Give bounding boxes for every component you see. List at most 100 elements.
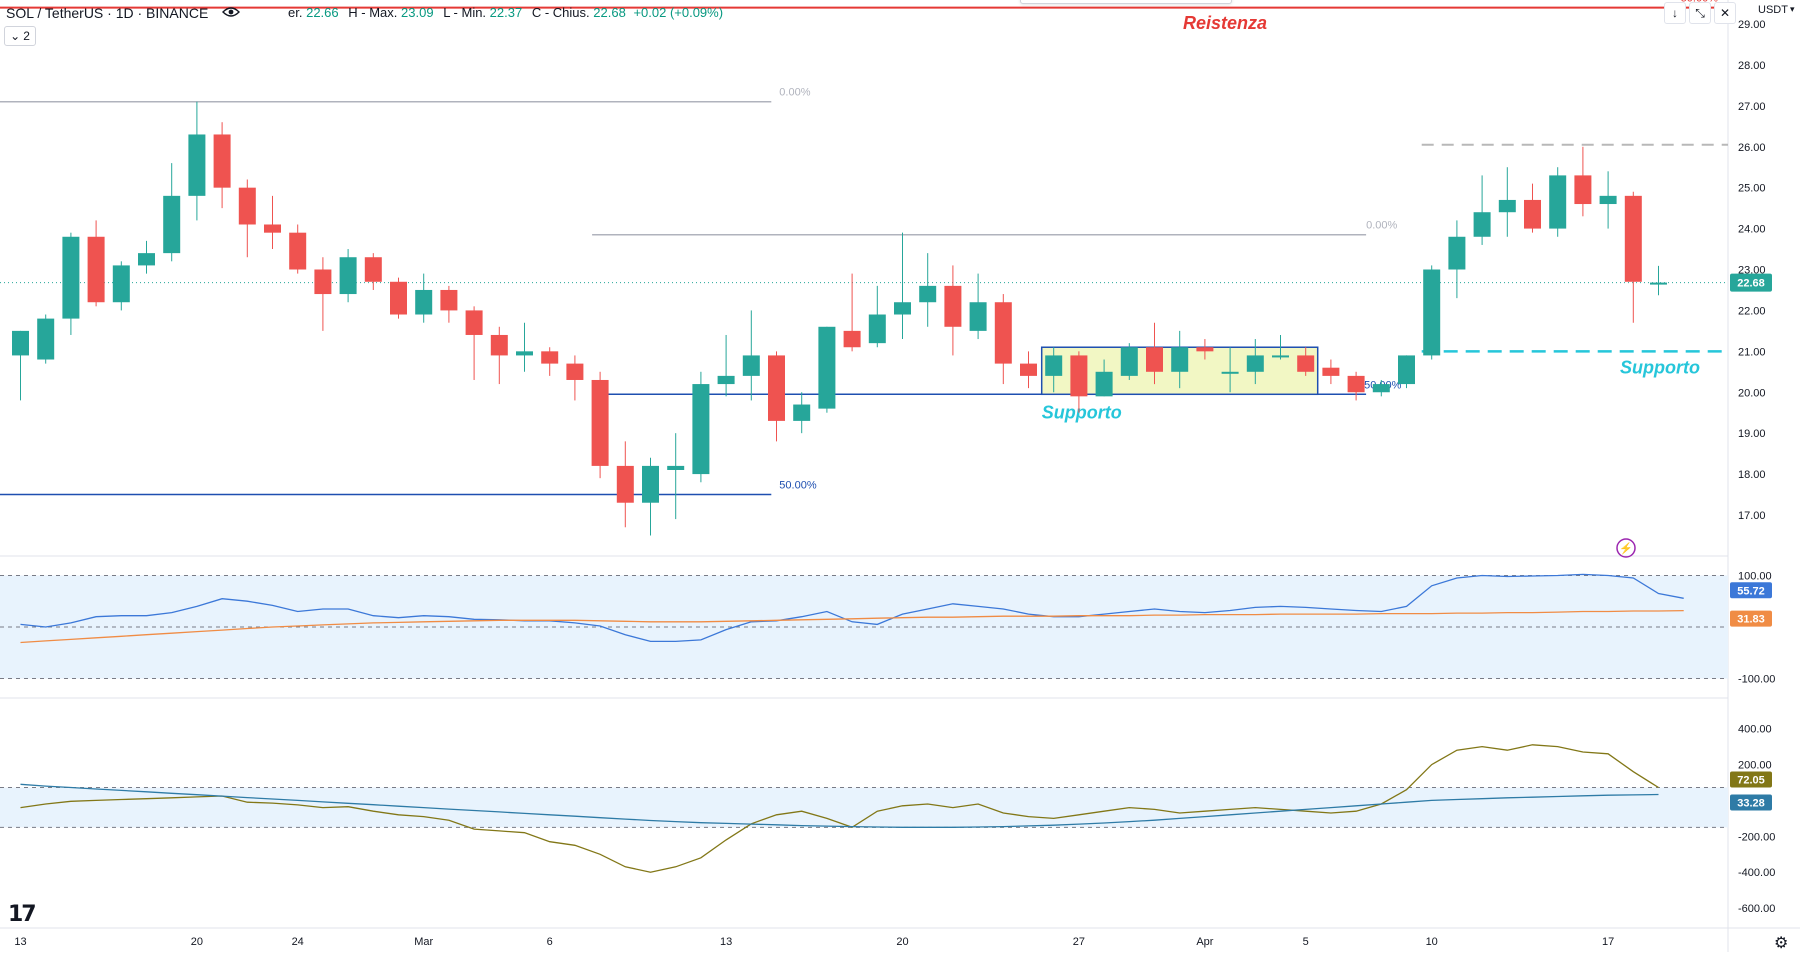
osc2-series-signal — [20, 783, 1659, 828]
time-tick-label: Apr — [1196, 936, 1213, 948]
candle — [87, 220, 105, 307]
candle — [1423, 265, 1441, 360]
candle — [793, 392, 811, 434]
candle — [692, 371, 710, 483]
time-tick-label: 10 — [1426, 936, 1438, 948]
candle-body — [1045, 355, 1063, 376]
candle-body — [1624, 195, 1642, 282]
candle-body — [238, 187, 256, 225]
candle — [541, 347, 559, 376]
close-value: 22.68 — [593, 5, 626, 20]
candle — [1574, 146, 1592, 217]
candle-body — [1423, 269, 1441, 356]
price-tick-label: 27.00 — [1738, 101, 1766, 113]
candle — [894, 232, 911, 340]
candle — [37, 314, 55, 364]
candle-body — [138, 253, 155, 266]
candle-body — [742, 355, 760, 376]
candle-body — [566, 363, 584, 380]
candle-body — [843, 330, 861, 348]
last-price-tag — [1730, 273, 1772, 292]
time-tick-label: 5 — [1303, 936, 1309, 948]
time-tick-label: Mar — [414, 936, 433, 948]
osc1-series-signal — [20, 609, 1684, 644]
currency-dropdown-icon[interactable]: ▾ — [1790, 4, 1795, 14]
candle-body — [213, 134, 231, 188]
candle — [339, 249, 357, 303]
candle-body — [1398, 355, 1415, 385]
price-tick-label: 29.00 — [1738, 19, 1766, 31]
candle-body — [591, 379, 609, 466]
close-label: C - Chius. — [531, 5, 590, 20]
lightning-icon: ⚡ — [1616, 538, 1636, 558]
candle-body — [994, 302, 1012, 364]
symbol-title[interactable]: SOL / TetherUS · 1D · BINANCE — [6, 5, 209, 21]
price-tick-label: 21.00 — [1738, 346, 1766, 358]
candle-body — [1120, 347, 1138, 376]
arrow-down-icon[interactable]: ↓ — [1664, 2, 1686, 24]
lightning-icon-glyph: ⚡ — [1619, 542, 1633, 555]
candle — [213, 122, 231, 209]
candle — [1095, 359, 1113, 397]
candle — [1020, 351, 1037, 389]
collapse-icon[interactable]: ⤡ — [1689, 2, 1711, 24]
price-tick-label: 24.00 — [1738, 224, 1766, 236]
osc2-series-main — [20, 744, 1659, 873]
candle — [742, 310, 760, 401]
close-icon[interactable]: ✕ — [1714, 2, 1736, 24]
candle — [1171, 330, 1189, 389]
candle — [1347, 371, 1365, 401]
gear-icon[interactable]: ⚙ — [1774, 935, 1789, 952]
candle-body — [37, 318, 55, 360]
candle-body — [642, 465, 659, 503]
osc2-value-text: 33.28 — [1737, 797, 1765, 809]
candle — [138, 240, 155, 274]
candle — [440, 285, 458, 323]
candle — [1650, 265, 1667, 296]
candle-body — [87, 236, 105, 303]
candle-body — [818, 326, 836, 409]
candle — [1398, 355, 1415, 389]
candle — [364, 253, 382, 290]
candle-body — [541, 351, 559, 364]
osc1-value-text: 55.72 — [1737, 585, 1765, 597]
candle — [1524, 183, 1541, 233]
candle — [1120, 343, 1138, 380]
candle — [1372, 379, 1390, 397]
candle-body — [1599, 195, 1617, 205]
candle — [843, 273, 861, 352]
time-tick-label: 6 — [547, 936, 553, 948]
candle-body — [616, 465, 634, 503]
indicators-toggle[interactable]: ⌄ 2 — [4, 26, 36, 46]
time-tick-label: 24 — [292, 936, 304, 948]
candle-body — [1549, 175, 1567, 229]
candle-body — [1448, 236, 1466, 270]
osc2-value-text: 72.05 — [1737, 775, 1765, 787]
lightning-icon-circle — [1616, 538, 1636, 558]
osc1-value-tag — [1730, 610, 1772, 627]
candle-body — [390, 281, 407, 315]
eye-icon[interactable] — [222, 5, 241, 21]
osc1-tick-label: -100.00 — [1738, 674, 1775, 686]
price-tick-label: 22.00 — [1738, 305, 1766, 317]
candle — [919, 253, 937, 327]
candle-body — [793, 404, 811, 421]
candle-body — [112, 265, 130, 303]
candle — [818, 326, 836, 413]
candle — [1246, 339, 1264, 385]
currency-label: USDT — [1758, 4, 1788, 16]
osc1-value-tag — [1730, 582, 1772, 599]
high-value: 23.09 — [401, 5, 434, 20]
candle-body — [516, 351, 533, 356]
tradingview-logo-icon[interactable]: 17 — [8, 902, 37, 927]
fib1-half-label: 50.00% — [779, 480, 817, 492]
candle-body — [364, 257, 382, 282]
price-tick-label: 25.00 — [1738, 183, 1766, 195]
candle — [238, 179, 256, 258]
candle-body — [440, 289, 458, 311]
candle — [1448, 220, 1466, 299]
candle-body — [919, 285, 937, 303]
candle-body — [868, 314, 886, 344]
candle — [1322, 359, 1340, 385]
